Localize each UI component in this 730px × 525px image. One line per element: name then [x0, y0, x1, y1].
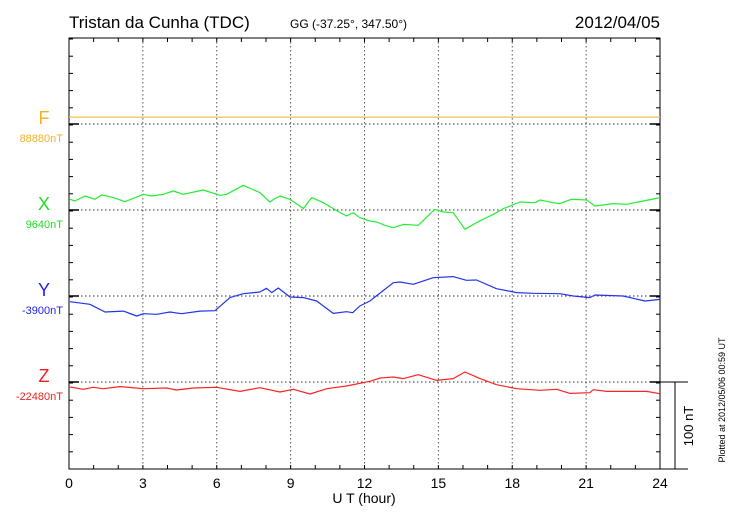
x-tick-label: 18: [504, 475, 520, 491]
x-tick-label: 21: [578, 475, 594, 491]
series-baseline-value-y: -3900nT: [22, 305, 63, 317]
x-tick-label: 12: [357, 475, 373, 491]
series-line-x: [69, 184, 661, 230]
series-label-f: F: [39, 108, 50, 128]
series-baseline-value-f: 88880nT: [20, 133, 64, 145]
x-tick-label: 15: [431, 475, 447, 491]
series-label-y: Y: [38, 280, 50, 300]
station-coords: GG (-37.25°, 347.50°): [290, 17, 407, 31]
x-tick-label: 3: [139, 475, 147, 491]
chart-date: 2012/04/05: [575, 13, 660, 32]
series-line-y: [69, 276, 661, 317]
x-tick-label: 24: [652, 475, 668, 491]
x-tick-label: 9: [287, 475, 295, 491]
series-label-x: X: [38, 194, 50, 214]
plotted-at-note: Plotted at 2012/05/06 00:59 UT: [717, 337, 727, 463]
series-label-z: Z: [39, 366, 50, 386]
x-tick-label: 6: [213, 475, 221, 491]
x-axis-label: U T (hour): [332, 490, 395, 506]
scale-bar-label: 100 nT: [681, 406, 696, 447]
chart-title: Tristan da Cunha (TDC): [69, 13, 250, 32]
x-tick-label: 0: [65, 475, 73, 491]
series-baseline-value-z: -22480nT: [16, 391, 63, 403]
series-line-z: [69, 371, 661, 395]
series-baseline-value-x: 9640nT: [26, 219, 64, 231]
